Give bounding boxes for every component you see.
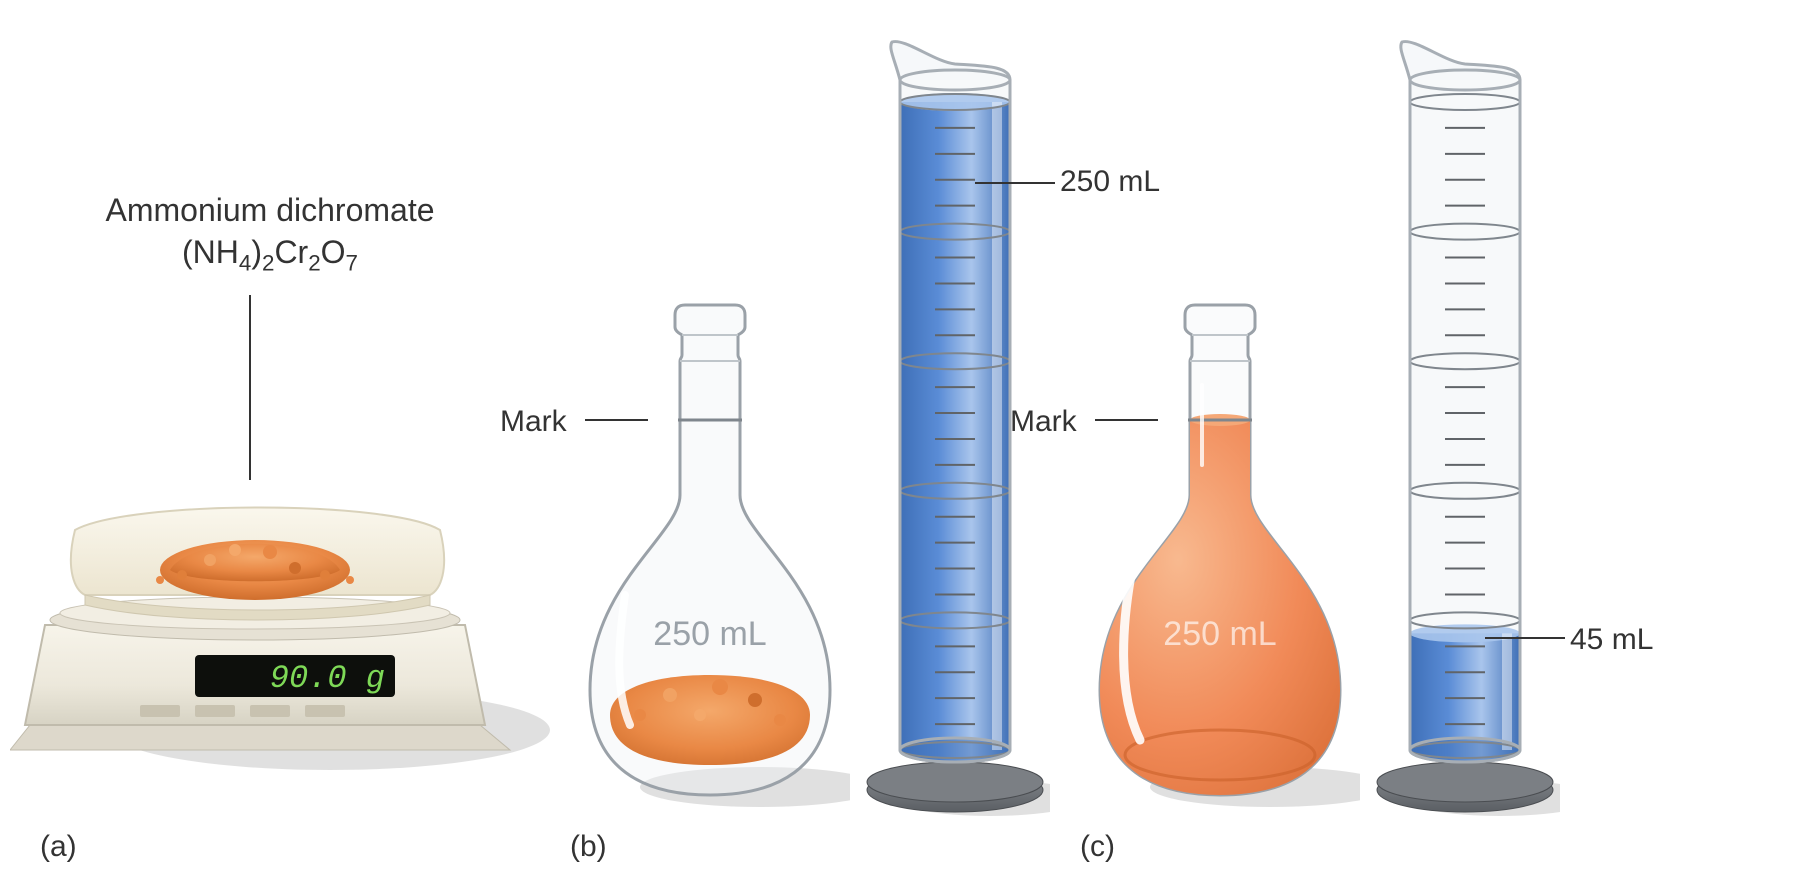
figure-canvas: (a) (b) (c) Ammonium dichromate (NH4)2Cr… (0, 0, 1804, 888)
cylinder-c-leader (0, 0, 1804, 888)
